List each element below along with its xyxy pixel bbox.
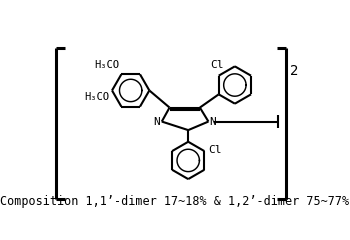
Text: Cl: Cl (210, 60, 224, 70)
Text: H₃CO: H₃CO (85, 92, 110, 102)
Text: N: N (154, 117, 161, 126)
Text: Cl: Cl (208, 144, 222, 155)
Text: N: N (210, 117, 216, 126)
Text: H₃CO: H₃CO (94, 60, 119, 70)
Text: Composition 1,1’-dimer 17~18% & 1,2’-dimer 75~77%: Composition 1,1’-dimer 17~18% & 1,2’-dim… (0, 195, 350, 208)
Text: 2: 2 (290, 64, 299, 78)
